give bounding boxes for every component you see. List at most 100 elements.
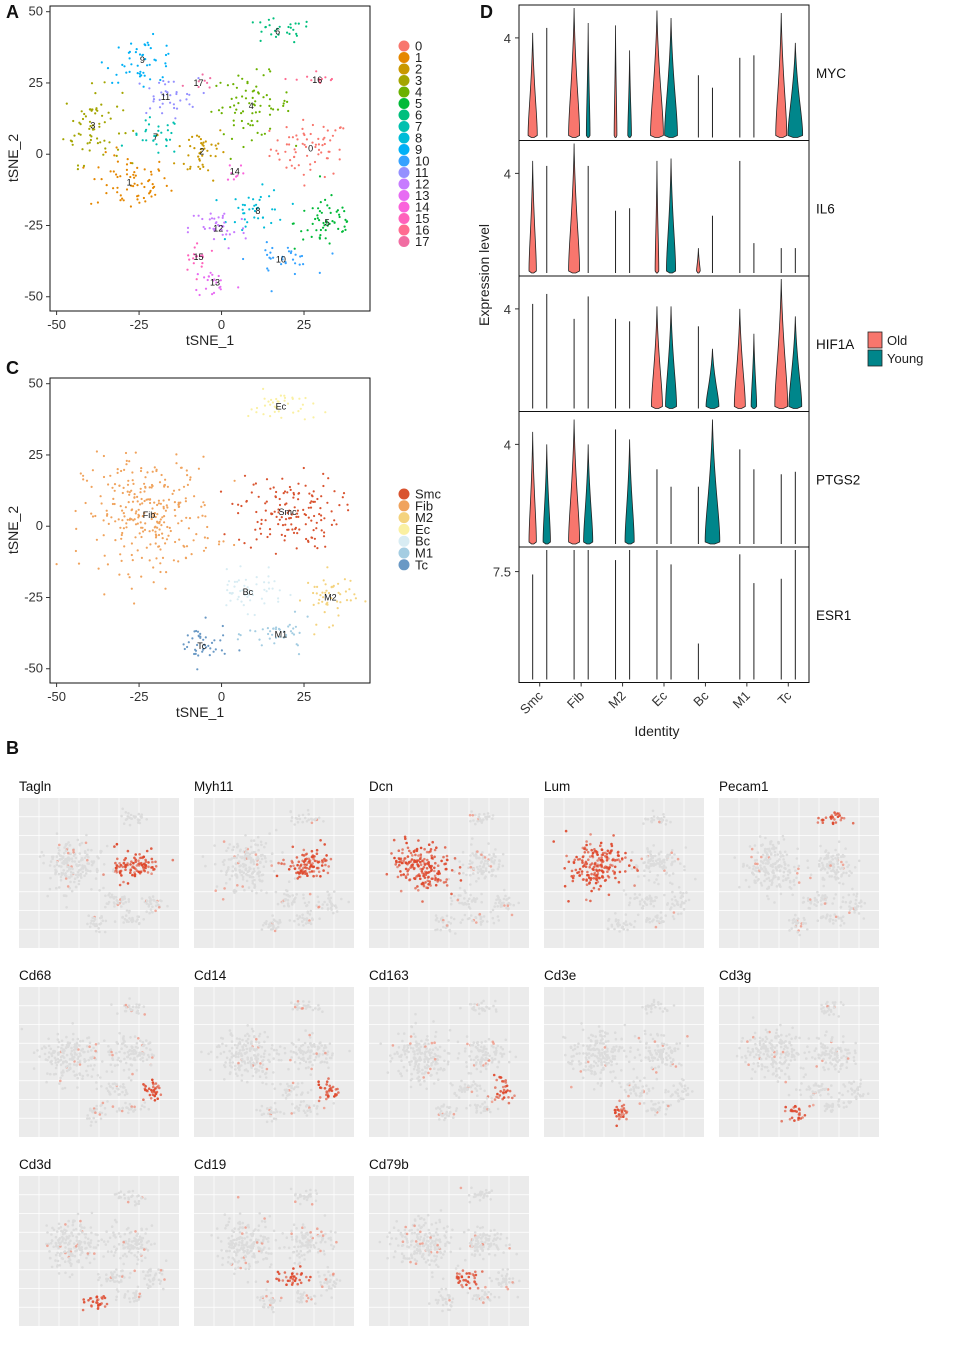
feature-point	[305, 922, 308, 925]
point	[323, 137, 325, 139]
y-tick-label: -50	[24, 661, 43, 676]
feature-point	[148, 1087, 151, 1090]
point	[297, 498, 299, 500]
feature-point	[479, 865, 482, 868]
point	[78, 563, 80, 565]
feature-point	[680, 896, 683, 899]
feature-point	[512, 904, 515, 907]
point	[173, 151, 175, 153]
point	[293, 156, 295, 158]
feature-point	[611, 859, 614, 862]
feature-point	[125, 1010, 128, 1013]
point	[149, 78, 151, 80]
point	[254, 630, 256, 632]
cluster-label: 16	[312, 75, 322, 85]
feature-point	[274, 1087, 277, 1090]
point	[213, 651, 215, 653]
feature-point	[303, 849, 306, 852]
point	[255, 411, 257, 413]
point	[287, 247, 289, 249]
feature-point	[604, 855, 607, 858]
feature-point	[842, 900, 845, 903]
point	[314, 146, 316, 148]
feature-point	[614, 877, 617, 880]
point	[270, 222, 272, 224]
feature-point	[582, 856, 585, 859]
feature-point	[309, 1061, 312, 1064]
feature-point	[682, 892, 685, 895]
feature-point	[132, 862, 135, 865]
feature-point	[286, 1083, 289, 1086]
feature-point	[83, 1060, 86, 1063]
point	[152, 33, 154, 35]
feature-point	[79, 1060, 82, 1063]
feature-point	[660, 851, 663, 854]
point	[242, 110, 244, 112]
feature-point	[55, 1067, 58, 1070]
feature-point	[498, 859, 501, 862]
point	[317, 153, 319, 155]
feature-point	[241, 885, 244, 888]
point	[271, 513, 273, 515]
point	[183, 486, 185, 488]
point	[279, 498, 281, 500]
feature-point	[642, 822, 645, 825]
panel-d-label: D	[480, 2, 493, 22]
feature-point	[783, 871, 786, 874]
feature-point	[787, 874, 790, 877]
feature-point	[271, 921, 274, 924]
point	[239, 590, 241, 592]
feature-point	[320, 1044, 323, 1047]
feature-point	[124, 901, 127, 904]
point	[294, 148, 296, 150]
feature-point	[113, 845, 116, 848]
feature-point	[426, 862, 429, 865]
feature-point	[151, 1053, 154, 1056]
point	[121, 145, 123, 147]
feature-point	[618, 881, 621, 884]
feature-point	[297, 1003, 300, 1006]
point	[195, 630, 197, 632]
point	[315, 144, 317, 146]
feature-point	[56, 1064, 59, 1067]
point	[119, 175, 121, 177]
point	[260, 196, 262, 198]
point	[252, 124, 254, 126]
feature-point	[311, 1064, 314, 1067]
point	[295, 254, 297, 256]
feature-point	[326, 891, 329, 894]
point	[192, 106, 194, 108]
point	[250, 547, 252, 549]
feature-point	[386, 873, 389, 876]
feature-point	[683, 908, 686, 911]
feature-point	[311, 822, 314, 825]
feature-point	[95, 877, 98, 880]
feature-point	[618, 930, 621, 933]
feature-point	[663, 894, 666, 897]
point	[292, 412, 294, 414]
feature-point	[840, 819, 843, 822]
feature-point	[80, 876, 83, 879]
point	[100, 495, 102, 497]
feature-point	[776, 860, 779, 863]
feature-point	[485, 817, 488, 820]
feature-point	[128, 1004, 131, 1007]
feature-point	[249, 876, 252, 879]
point	[230, 592, 232, 594]
feature-point	[143, 869, 146, 872]
feature-point	[634, 893, 637, 896]
feature-point	[154, 1099, 157, 1102]
feature-point	[298, 814, 301, 817]
feature-point	[778, 858, 781, 861]
x-tick-label: 0	[218, 689, 225, 704]
point	[107, 563, 109, 565]
point	[308, 493, 310, 495]
feature-point	[482, 1058, 485, 1061]
feature-point	[833, 811, 836, 814]
feature-point	[748, 866, 751, 869]
feature-point	[762, 862, 765, 865]
feature-point	[303, 863, 306, 866]
feature-point	[252, 1030, 255, 1033]
feature-point	[328, 1088, 331, 1091]
point	[286, 491, 288, 493]
